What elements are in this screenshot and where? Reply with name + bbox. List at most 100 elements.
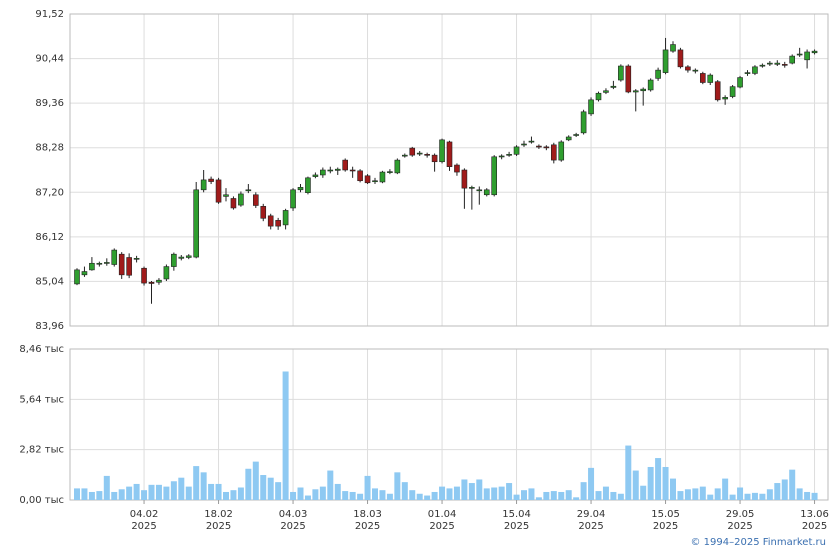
volume-bar: [476, 479, 483, 500]
x-tick-label: 15.04: [502, 509, 531, 520]
volume-bar: [759, 493, 766, 500]
volume-bar: [372, 488, 378, 500]
volume-bar: [662, 466, 669, 500]
candle-body: [550, 144, 557, 161]
candle-body: [632, 90, 639, 93]
volume-bar: [453, 486, 460, 500]
candle-body: [513, 146, 520, 155]
candle-body: [558, 141, 565, 161]
candle-body: [118, 253, 125, 276]
volume-bar: [155, 484, 162, 500]
volume-bar: [722, 478, 729, 500]
volume-bar: [595, 491, 602, 500]
candle-body: [401, 154, 408, 157]
volume-bar: [327, 470, 334, 500]
volume-bar: [163, 486, 170, 500]
plot-frame: [69, 13, 829, 327]
x-tick-label: 2025: [653, 521, 678, 532]
candle-body: [148, 281, 155, 284]
volume-bar: [282, 371, 289, 500]
candle-body: [379, 171, 386, 183]
y-tick-label: 0,00 тыс: [19, 495, 64, 506]
volume-bar: [543, 491, 550, 500]
plot-frame: [69, 348, 829, 501]
volume-bar: [714, 488, 721, 500]
volume-bar: [707, 494, 714, 500]
x-tick-label: 29.05: [726, 509, 755, 520]
volume-bar: [342, 491, 349, 500]
volume-bar: [461, 479, 468, 500]
volume-bar: [133, 483, 140, 500]
x-tick-label: 2025: [578, 521, 603, 532]
volume-bar: [640, 485, 647, 500]
volume-bar: [304, 495, 311, 500]
volume-bar: [297, 487, 304, 500]
y-tick-label: 88,28: [35, 143, 64, 154]
x-tick-label: 13.06: [800, 509, 829, 520]
candle-body: [364, 175, 371, 184]
candle-body: [707, 74, 714, 83]
volume-bar: [118, 489, 125, 500]
candle-body: [290, 189, 296, 209]
volume-bar: [88, 491, 95, 500]
x-tick-label: 18.02: [204, 509, 233, 520]
candle-body: [699, 73, 706, 83]
candle-body: [200, 179, 207, 191]
candle-body: [483, 189, 490, 196]
x-tick-label: 2025: [504, 521, 529, 532]
x-tick-label: 2025: [131, 521, 156, 532]
volume-bar: [677, 491, 684, 500]
candle-body: [670, 44, 676, 52]
volume-bar: [208, 483, 215, 500]
x-tick-label: 2025: [429, 521, 454, 532]
candle-body: [580, 111, 587, 134]
volume-bar: [468, 483, 475, 500]
y-tick-label: 86,12: [35, 232, 64, 243]
candle-body: [372, 180, 378, 183]
volume-bar: [550, 491, 557, 500]
candle-body: [394, 159, 401, 174]
y-tick-label: 8,46 тыс: [19, 344, 64, 355]
volume-bar: [111, 491, 118, 500]
volume-bar: [744, 493, 751, 500]
candle-body: [789, 55, 796, 64]
candle-body: [469, 187, 475, 189]
volume-bar: [632, 470, 639, 500]
volume-bar: [729, 494, 736, 500]
candle-body: [573, 134, 579, 136]
x-tick-label: 15.05: [651, 509, 680, 520]
candle-body: [141, 267, 147, 284]
volume-bar: [521, 490, 527, 500]
volume-bar: [491, 487, 498, 500]
candle-body: [454, 164, 460, 173]
copyright: © 1994–2025 Finmarket.ru: [690, 537, 826, 548]
candle-body: [640, 88, 647, 92]
candle-body: [565, 136, 572, 141]
volume-bar: [506, 483, 513, 500]
volume-bar: [751, 492, 758, 500]
volume-bar: [610, 491, 617, 500]
candle-body: [223, 194, 229, 197]
candle-body: [320, 169, 326, 176]
candle-body: [334, 168, 341, 171]
volume-bar: [170, 481, 177, 500]
candle-body: [737, 77, 743, 88]
volume-bar: [684, 489, 691, 500]
candle-body: [752, 66, 758, 74]
y-tick-label: 85,04: [35, 276, 64, 287]
candle-body: [603, 90, 609, 93]
candle-body: [729, 86, 736, 97]
candle-body: [431, 154, 438, 163]
volume-bar: [74, 488, 80, 500]
candle-body: [528, 140, 535, 143]
volume-bar: [580, 482, 587, 500]
candle-body: [409, 147, 416, 156]
volume-bar: [588, 467, 595, 500]
candle-body: [238, 193, 244, 206]
candle-body: [543, 146, 550, 149]
candle-body: [714, 81, 721, 101]
candle-body: [342, 159, 349, 171]
volume-bar: [260, 475, 267, 500]
volume-bar: [789, 469, 796, 500]
